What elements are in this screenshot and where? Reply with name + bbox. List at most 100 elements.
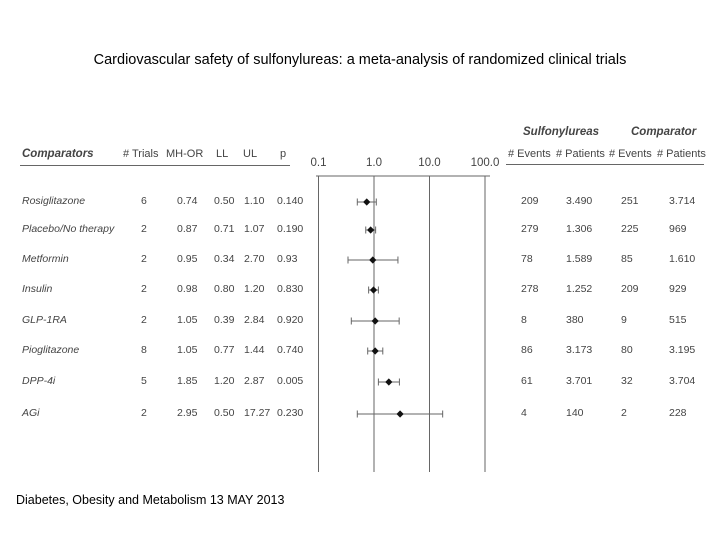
cell-ll: 0.34 — [214, 253, 235, 265]
cell-mhor: 0.98 — [177, 283, 198, 295]
cell-trials: 2 — [141, 283, 147, 295]
cell-ll: 1.20 — [214, 375, 235, 387]
cell-ll: 0.50 — [214, 407, 235, 419]
cell-comp-patients: 3.714 — [669, 195, 696, 207]
cell-ul: 1.20 — [244, 283, 265, 295]
cell-su-events: 209 — [521, 195, 539, 207]
col-header-trials: # Trials — [123, 148, 159, 160]
cell-p: 0.920 — [277, 314, 304, 326]
cell-su-patients: 3.173 — [566, 344, 593, 356]
cell-ul: 1.44 — [244, 344, 265, 356]
cell-comp-events: 9 — [621, 314, 627, 326]
col-header-p: p — [280, 148, 287, 160]
odds-ratio-point — [371, 347, 379, 355]
cell-comparator: Placebo/No therapy — [22, 223, 115, 235]
cell-ul: 2.84 — [244, 314, 265, 326]
odds-ratio-point — [363, 198, 371, 206]
cell-comp-events: 209 — [621, 283, 639, 295]
cell-comp-patients: 929 — [669, 283, 687, 295]
odds-ratio-point — [367, 226, 375, 234]
cell-su-patients: 380 — [566, 314, 584, 326]
cell-su-patients: 1.306 — [566, 223, 593, 235]
cell-p: 0.230 — [277, 407, 304, 419]
cell-comp-events: 32 — [621, 375, 633, 387]
col-header-comp-patients: # Patients — [657, 148, 706, 160]
cell-su-patients: 1.589 — [566, 253, 593, 265]
cell-p: 0.190 — [277, 223, 304, 235]
cell-su-events: 4 — [521, 407, 527, 419]
cell-ul: 2.70 — [244, 253, 265, 265]
col-header-comparators: Comparators — [22, 148, 94, 160]
cell-su-events: 86 — [521, 344, 533, 356]
x-tick-label: 100.0 — [471, 157, 500, 169]
cell-su-patients: 3.701 — [566, 375, 593, 387]
col-header-ll: LL — [216, 148, 229, 160]
cell-mhor: 0.95 — [177, 253, 198, 265]
cell-comp-events: 251 — [621, 195, 639, 207]
cell-su-events: 61 — [521, 375, 533, 387]
cell-comp-patients: 969 — [669, 223, 687, 235]
cell-mhor: 1.85 — [177, 375, 198, 387]
citation-footer: Diabetes, Obesity and Metabolism 13 MAY … — [16, 493, 285, 507]
cell-trials: 2 — [141, 223, 147, 235]
cell-ll: 0.71 — [214, 223, 235, 235]
cell-trials: 8 — [141, 344, 147, 356]
cell-mhor: 0.74 — [177, 195, 198, 207]
cell-p: 0.830 — [277, 283, 304, 295]
cell-comparator: Pioglitazone — [22, 344, 80, 356]
cell-trials: 2 — [141, 253, 147, 265]
odds-ratio-point — [371, 317, 379, 325]
cell-mhor: 0.87 — [177, 223, 198, 235]
cell-mhor: 1.05 — [177, 344, 198, 356]
col-header-comp-events: # Events — [609, 148, 652, 160]
cell-comparator: GLP-1RA — [22, 314, 67, 326]
cell-p: 0.005 — [277, 375, 304, 387]
col-header-ul: UL — [243, 148, 258, 160]
cell-ul: 1.07 — [244, 223, 265, 235]
cell-comp-events: 80 — [621, 344, 633, 356]
cell-p: 0.740 — [277, 344, 304, 356]
cell-ul: 2.87 — [244, 375, 265, 387]
cell-comp-patients: 515 — [669, 314, 687, 326]
cell-comp-events: 225 — [621, 223, 639, 235]
cell-mhor: 2.95 — [177, 407, 198, 419]
cell-comparator: Insulin — [22, 283, 53, 295]
cell-p: 0.93 — [277, 253, 298, 265]
cell-ll: 0.80 — [214, 283, 235, 295]
col-header-su-patients: # Patients — [556, 148, 605, 160]
odds-ratio-point — [396, 410, 404, 418]
cell-ll: 0.77 — [214, 344, 235, 356]
cell-comp-patients: 3.195 — [669, 344, 696, 356]
x-tick-label: 1.0 — [366, 157, 382, 169]
comparator-group-header: Comparator — [631, 126, 697, 138]
sulfonylureas-group-header: Sulfonylureas — [523, 126, 600, 138]
odds-ratio-point — [369, 286, 378, 294]
cell-su-events: 279 — [521, 223, 539, 235]
cell-su-patients: 140 — [566, 407, 584, 419]
cell-ll: 0.50 — [214, 195, 235, 207]
odds-ratio-point — [369, 256, 377, 264]
col-header-mhor: MH-OR — [166, 148, 204, 160]
cell-su-events: 8 — [521, 314, 527, 326]
cell-comp-patients: 3.704 — [669, 375, 696, 387]
cell-trials: 6 — [141, 195, 147, 207]
cell-trials: 5 — [141, 375, 147, 387]
cell-su-events: 278 — [521, 283, 539, 295]
cell-ll: 0.39 — [214, 314, 235, 326]
cell-comp-patients: 1.610 — [669, 253, 696, 265]
cell-comparator: DPP-4i — [22, 375, 56, 387]
cell-ul: 1.10 — [244, 195, 265, 207]
cell-comp-events: 2 — [621, 407, 627, 419]
cell-p: 0.140 — [277, 195, 304, 207]
cell-comparator: Rosiglitazone — [22, 195, 86, 207]
cell-ul: 17.27 — [244, 407, 271, 419]
page-title: Cardiovascular safety of sulfonylureas: … — [93, 52, 627, 68]
cell-comp-patients: 228 — [669, 407, 687, 419]
cell-su-patients: 3.490 — [566, 195, 593, 207]
x-tick-label: 0.1 — [311, 157, 327, 169]
x-tick-label: 10.0 — [418, 157, 440, 169]
cell-su-events: 78 — [521, 253, 533, 265]
left-header-rule — [20, 165, 290, 166]
cell-comparator: AGi — [22, 407, 40, 419]
cell-mhor: 1.05 — [177, 314, 198, 326]
